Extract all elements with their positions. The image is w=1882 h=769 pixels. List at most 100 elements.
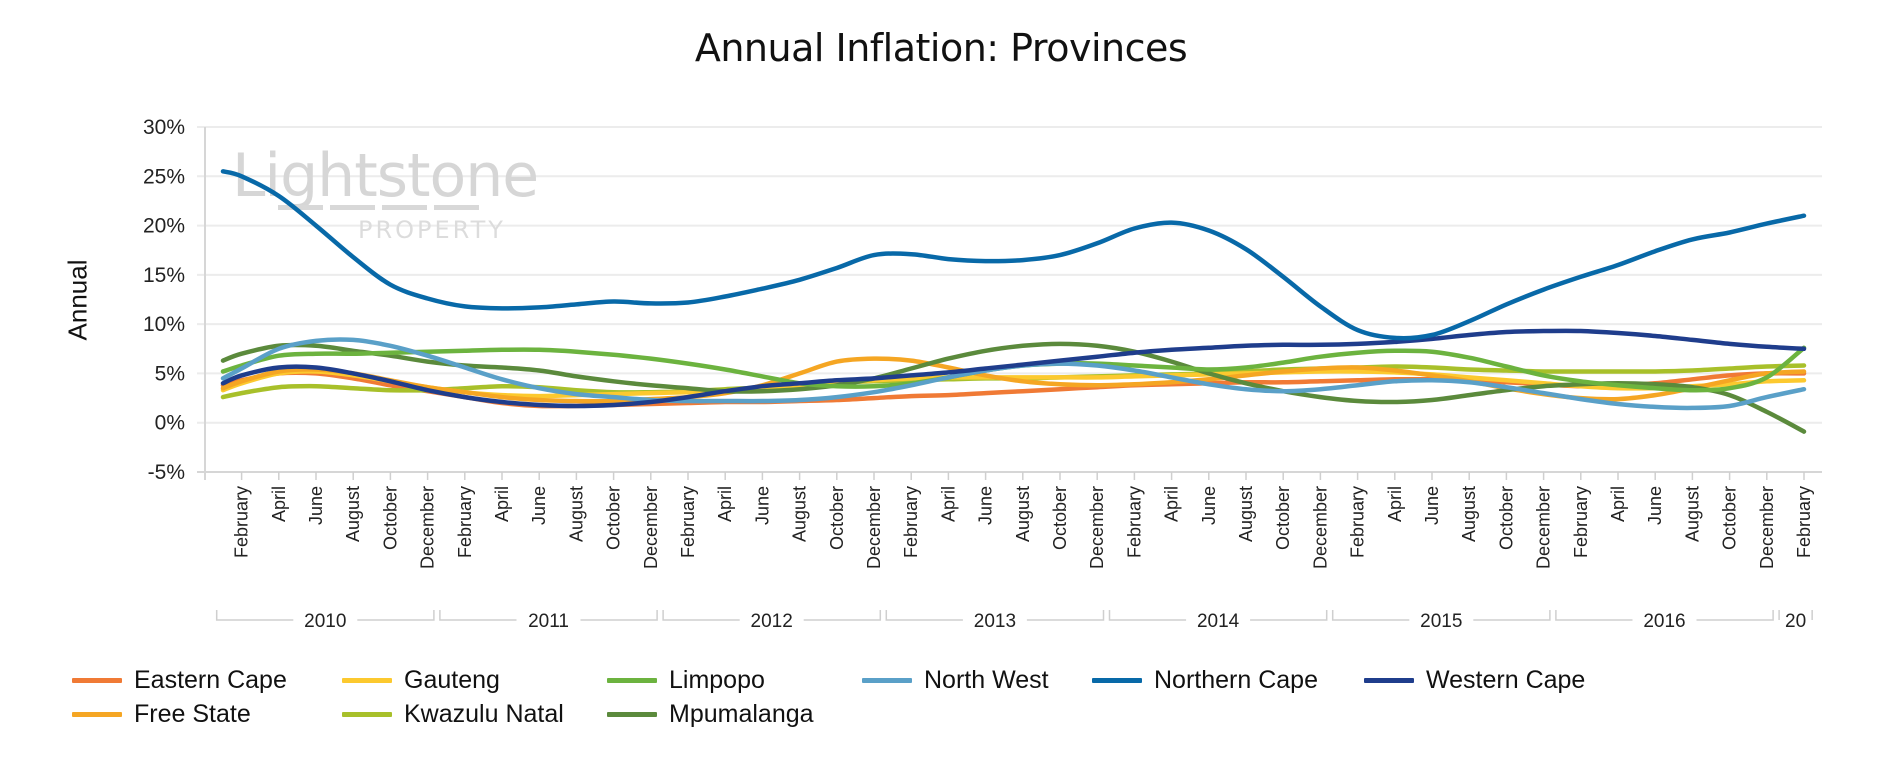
x-tick-label: April bbox=[715, 486, 735, 522]
y-tick-label: 25% bbox=[143, 165, 185, 188]
year-group: 2016 bbox=[1555, 610, 1774, 632]
legend-swatch bbox=[607, 712, 657, 717]
legend-item-northern-cape[interactable]: Northern Cape bbox=[1092, 666, 1318, 695]
x-tick-label: October bbox=[1050, 486, 1070, 550]
series-line-northern-cape[interactable] bbox=[220, 169, 1807, 341]
legend-swatch bbox=[607, 678, 657, 683]
x-tick-label: April bbox=[1385, 486, 1405, 522]
legend-item-free-state[interactable]: Free State bbox=[72, 700, 251, 729]
x-tick-label: June bbox=[1645, 486, 1665, 525]
year-group: 2010 bbox=[215, 610, 435, 632]
legend-item-mpumalanga[interactable]: Mpumalanga bbox=[607, 700, 814, 729]
year-group: 2013 bbox=[885, 610, 1105, 632]
legend-label: North West bbox=[924, 666, 1049, 694]
x-tick-label: February bbox=[455, 486, 475, 558]
x-tick-label: February bbox=[232, 486, 252, 558]
legend-label: Eastern Cape bbox=[134, 666, 287, 694]
x-tick-label: April bbox=[1608, 486, 1628, 522]
legend-swatch bbox=[342, 678, 392, 683]
legend-label: Northern Cape bbox=[1154, 666, 1318, 694]
x-tick-label: April bbox=[938, 486, 958, 522]
year-label: 2013 bbox=[974, 611, 1016, 632]
y-tick-label: 15% bbox=[143, 264, 185, 287]
x-tick-label: February bbox=[678, 486, 698, 558]
chart-title: Annual Inflation: Provinces bbox=[694, 26, 1188, 70]
year-label: 2014 bbox=[1197, 611, 1240, 632]
legend-label: Limpopo bbox=[669, 666, 765, 694]
year-bracket bbox=[1108, 610, 1328, 621]
legend-item-western-cape[interactable]: Western Cape bbox=[1364, 666, 1585, 695]
x-tick-label: October bbox=[1720, 486, 1740, 550]
legend-item-gauteng[interactable]: Gauteng bbox=[342, 666, 500, 695]
x-tick-label: December bbox=[1087, 486, 1107, 569]
x-tick-label: December bbox=[1310, 486, 1330, 569]
watermark: Lightstone PROPERTY bbox=[232, 141, 539, 244]
legend-label: Gauteng bbox=[404, 666, 500, 694]
x-tick-label: October bbox=[1496, 486, 1516, 550]
year-label: 2015 bbox=[1420, 611, 1462, 632]
y-axis: -5% 0% 5% 10% 15% 20% 25% 30% bbox=[143, 116, 185, 484]
year-bracket bbox=[662, 610, 882, 621]
legend-item-limpopo[interactable]: Limpopo bbox=[607, 666, 765, 695]
legend-label: Western Cape bbox=[1426, 666, 1586, 694]
legend-label: Mpumalanga bbox=[669, 700, 814, 728]
x-tick-label: August bbox=[1682, 486, 1702, 542]
y-tick-label: -5% bbox=[148, 461, 185, 484]
year-bracket bbox=[1778, 610, 1813, 620]
x-tick-label: August bbox=[1459, 486, 1479, 542]
year-label: 2011 bbox=[528, 611, 569, 632]
x-tick-label: October bbox=[604, 486, 624, 550]
x-tick-label: February bbox=[1794, 486, 1814, 558]
chart-plot: Lightstone PROPERTY -5% 0% 5% 10% 15% 20% 25% 3… bbox=[143, 116, 1822, 632]
year-bracket bbox=[885, 610, 1105, 621]
watermark-logo-text: Lightstone bbox=[232, 141, 538, 211]
series-lines bbox=[220, 169, 1807, 434]
x-tick-label: October bbox=[1273, 486, 1293, 550]
x-tick-label: December bbox=[641, 486, 661, 569]
legend-swatch bbox=[72, 678, 122, 683]
legend-item-eastern-cape[interactable]: Eastern Cape bbox=[72, 666, 287, 695]
legend-label: Kwazulu Natal bbox=[404, 700, 564, 728]
gridlines bbox=[197, 126, 1822, 480]
series-line-mpumalanga[interactable] bbox=[220, 341, 1807, 434]
year-label: 2010 bbox=[304, 611, 346, 632]
y-tick-label: 30% bbox=[143, 116, 185, 139]
x-tick-label: February bbox=[1124, 486, 1144, 558]
legend-item-north-west[interactable]: North West bbox=[862, 666, 1049, 695]
x-tick-label: December bbox=[864, 486, 884, 569]
x-tick-label: August bbox=[566, 486, 586, 542]
y-tick-label: 5% bbox=[155, 362, 185, 385]
legend-swatch bbox=[1364, 678, 1414, 683]
y-tick-label: 0% bbox=[155, 412, 185, 435]
x-tick-label: April bbox=[492, 486, 512, 522]
x-tick-label: February bbox=[1571, 486, 1591, 558]
x-tick-label: June bbox=[529, 486, 549, 525]
year-group: 2012 bbox=[662, 610, 882, 632]
year-bracket bbox=[1331, 610, 1551, 621]
x-tick-label: August bbox=[343, 486, 363, 542]
x-tick-label: December bbox=[1534, 486, 1554, 569]
year-bracket bbox=[1555, 610, 1774, 621]
legend-label: Free State bbox=[134, 700, 251, 728]
x-tick-label: June bbox=[1422, 486, 1442, 525]
x-tick-label: April bbox=[269, 486, 289, 522]
legend-item-kwazulu-natal[interactable]: Kwazulu Natal bbox=[342, 700, 564, 729]
series-line-western-cape[interactable] bbox=[220, 328, 1807, 409]
watermark-dashes bbox=[278, 205, 479, 210]
x-axis: February April June August October December Fe… bbox=[215, 472, 1814, 632]
year-group: 2011 bbox=[439, 610, 658, 632]
x-tick-label: October bbox=[380, 486, 400, 550]
x-tick-label: October bbox=[827, 486, 847, 550]
year-group: 2015 bbox=[1331, 610, 1551, 632]
x-tick-label: August bbox=[790, 486, 810, 542]
year-group: 20 bbox=[1778, 610, 1813, 632]
x-tick-label: August bbox=[1013, 486, 1033, 542]
x-tick-label: December bbox=[1757, 486, 1777, 569]
x-tick-label: June bbox=[1199, 486, 1219, 525]
legend-swatch bbox=[72, 712, 122, 717]
x-tick-label: June bbox=[976, 486, 996, 525]
x-tick-label: August bbox=[1236, 486, 1256, 542]
x-tick-label: February bbox=[901, 486, 921, 558]
year-label: 2016 bbox=[1643, 611, 1685, 632]
watermark-subtitle: PROPERTY bbox=[358, 216, 506, 244]
